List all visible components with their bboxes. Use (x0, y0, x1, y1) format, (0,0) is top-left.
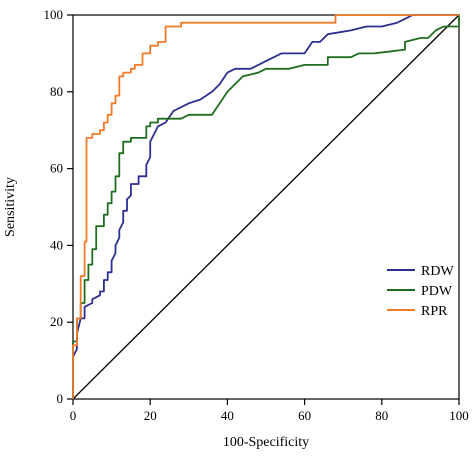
y-axis-label: Sensitivity (3, 177, 18, 237)
x-tick-label: 0 (70, 408, 77, 423)
diagonal-group (72, 14, 460, 400)
plot-frame (72, 14, 460, 400)
x-axis-label: 100-Specificity (223, 435, 309, 450)
x-tick-label: 100 (449, 408, 469, 423)
series-line-rpr (72, 14, 459, 399)
legend-label-rdw: RDW (421, 264, 454, 279)
x-tick-label: 40 (221, 408, 234, 423)
legend: RDW PDW RPR (387, 264, 454, 319)
y-tick-label: 40 (50, 237, 63, 252)
y-tick-label: 20 (50, 314, 63, 329)
series-group (72, 14, 460, 399)
y-tick-label: 60 (50, 161, 63, 176)
legend-label-pdw: PDW (421, 284, 453, 299)
y-tick-label: 80 (50, 84, 63, 99)
series-line-pdw (72, 15, 460, 399)
x-tick-label: 60 (298, 408, 311, 423)
series-line-rdw (72, 14, 459, 399)
y-tick-label: 100 (44, 7, 64, 22)
x-tick-label: 80 (375, 408, 388, 423)
reference-diagonal (72, 14, 460, 400)
legend-label-rpr: RPR (421, 304, 448, 319)
axes-group: 0 20 40 60 80 100 0 20 40 60 80 100 (44, 7, 469, 423)
x-tick-label: 20 (144, 408, 157, 423)
y-tick-label: 0 (57, 391, 64, 406)
